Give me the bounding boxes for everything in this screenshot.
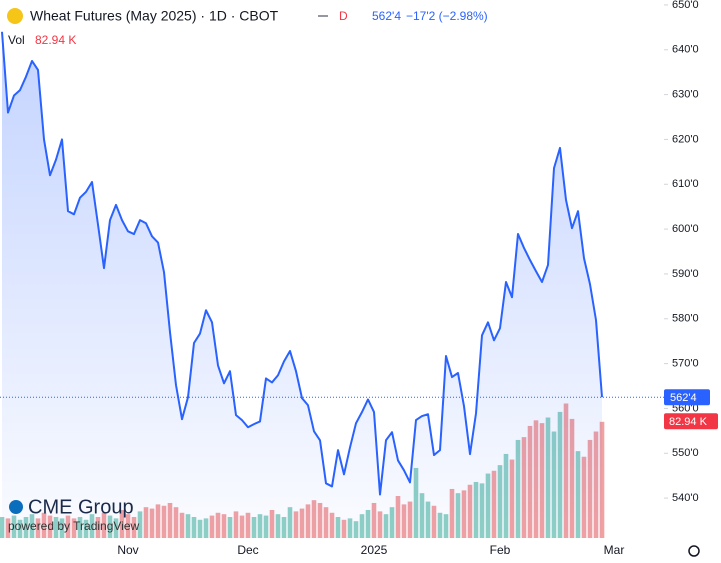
attribution: powered by TradingView bbox=[8, 519, 140, 533]
y-tick-label: 610'0 bbox=[672, 178, 699, 190]
logo-icon bbox=[9, 500, 23, 514]
change: −17'2 (−2.98%) bbox=[406, 9, 488, 23]
y-tick-label: 590'0 bbox=[672, 268, 699, 280]
x-tick-label: Nov bbox=[117, 543, 138, 557]
y-tick-label: 540'0 bbox=[672, 492, 699, 504]
y-tick-label: 580'0 bbox=[672, 313, 699, 325]
y-tick-label: 640'0 bbox=[672, 44, 699, 56]
settings-icon[interactable] bbox=[688, 545, 700, 557]
logo: CME Group powered by TradingView bbox=[8, 496, 140, 533]
minus-icon[interactable] bbox=[318, 15, 328, 17]
y-tick-label: 600'0 bbox=[672, 223, 699, 235]
y-tick-label: 650'0 bbox=[672, 0, 699, 11]
volume-value: 82.94 K bbox=[35, 33, 76, 47]
y-tick-label: 550'0 bbox=[672, 447, 699, 459]
x-tick-label: 2025 bbox=[361, 543, 388, 557]
y-tick-label: 630'0 bbox=[672, 89, 699, 101]
y-tick-label: 620'0 bbox=[672, 133, 699, 145]
interval-badge: D bbox=[339, 9, 348, 23]
volume-badge-label: 82.94 K bbox=[669, 416, 708, 428]
x-tick-label: Mar bbox=[604, 543, 625, 557]
y-tick-label: 560'0 bbox=[672, 402, 699, 414]
y-tick-label: 570'0 bbox=[672, 358, 699, 370]
last-price-badge bbox=[664, 389, 710, 406]
volume-title: Vol bbox=[8, 33, 25, 47]
plot: 540'0 550'0 560'0 570'0 580'0 590'0 600'0 610'0… bbox=[0, 0, 699, 557]
volume-badge bbox=[664, 413, 718, 430]
last-value: 562'4 bbox=[372, 9, 401, 23]
last-price-label: 562'4 bbox=[670, 392, 697, 404]
x-tick-label: Feb bbox=[490, 543, 511, 557]
area bbox=[2, 31, 602, 539]
logo-text: CME Group bbox=[28, 496, 134, 518]
x-tick-label: Dec bbox=[237, 543, 258, 557]
price-line bbox=[1, 31, 603, 496]
symbol-icon bbox=[7, 8, 23, 24]
chart-title: Wheat Futures (May 2025) · 1D · CBOT bbox=[30, 8, 279, 24]
